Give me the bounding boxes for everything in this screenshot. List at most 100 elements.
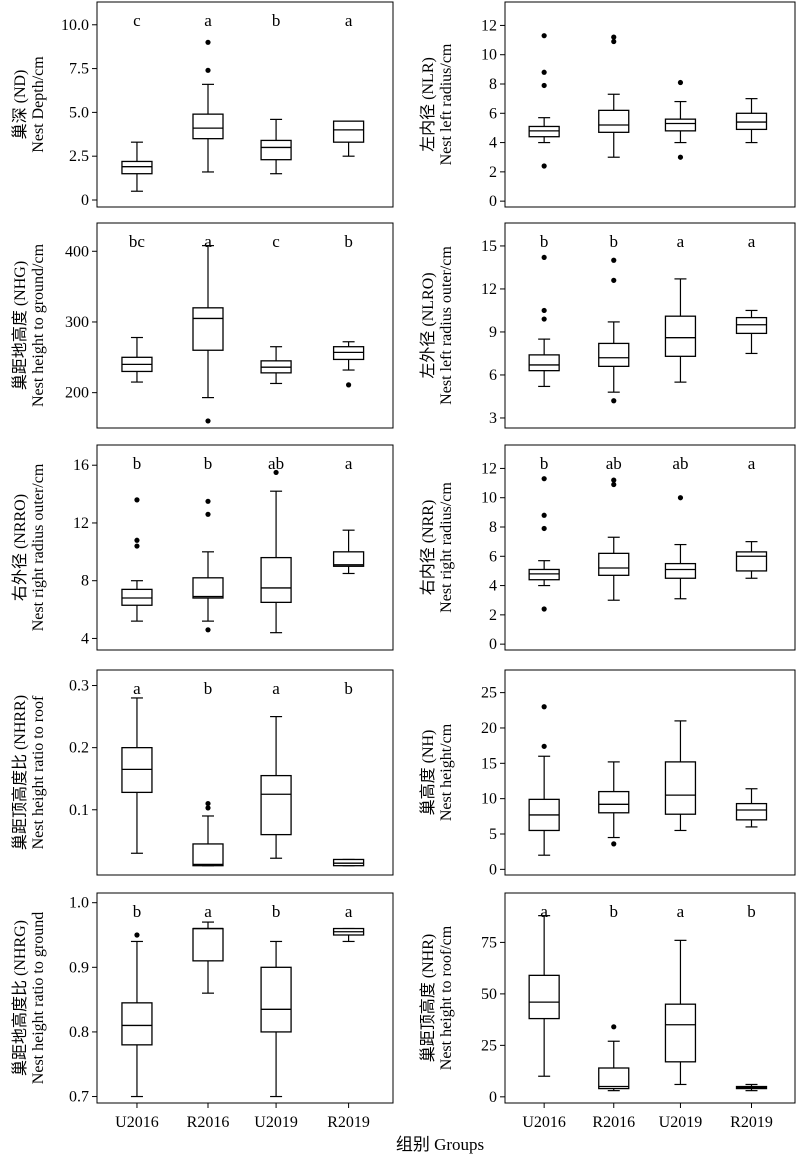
significance-letter: b	[272, 11, 281, 30]
outlier-point	[205, 498, 211, 504]
significance-letter: b	[540, 454, 549, 473]
y-tick-label: 15	[481, 755, 497, 772]
box-iqr	[735, 551, 768, 572]
chart-panel: 0 5 10 15 20 25 巢高度 (NH) Nest height/cm	[419, 669, 796, 878]
outlier-point	[205, 627, 211, 633]
box-R2016	[598, 761, 630, 847]
box-R2016: b	[192, 679, 224, 867]
y-axis-label-en: Nest right radius/cm	[438, 482, 455, 613]
y-tick-label: 16	[73, 457, 89, 474]
y-tick-label: 9	[489, 324, 497, 341]
outlier-point	[134, 932, 140, 938]
box-U2016: b	[121, 454, 153, 622]
y-tick-label: 50	[481, 986, 497, 1003]
y-tick-label: 0	[489, 861, 497, 878]
plot-frame	[504, 444, 796, 651]
significance-letter: ab	[268, 454, 284, 473]
outlier-point	[205, 800, 211, 807]
box-R2019: a	[332, 11, 365, 157]
outlier-point	[611, 277, 617, 283]
chart-panel: 200 300 400 巢距地高度 (NHG) Nest height to groun…	[11, 222, 394, 429]
box-R2019: a	[735, 232, 768, 355]
outlier-point	[541, 476, 547, 482]
outlier-point	[541, 704, 547, 710]
plot-frame	[504, 892, 796, 1104]
box-U2019	[664, 720, 697, 832]
significance-letter: bc	[129, 232, 146, 251]
y-tick-label: 1.0	[69, 895, 89, 912]
outlier-point	[611, 38, 617, 45]
y-axis-label-cn: 巢高度 (NH)	[419, 730, 437, 816]
y-axis-label-en: Nest height ratio to ground	[30, 912, 47, 1084]
box-U2016: a	[121, 679, 153, 854]
box-iqr	[528, 974, 560, 1020]
box-iqr	[332, 120, 365, 143]
y-tick-label: 10	[481, 490, 497, 507]
y-axis-label-en: Nest height to roof/cm	[438, 925, 455, 1070]
significance-letter: c	[133, 11, 141, 30]
significance-letter: a	[345, 11, 353, 30]
significance-letter: a	[272, 679, 280, 698]
plot-frame	[96, 222, 394, 429]
box-iqr	[121, 160, 153, 175]
box-iqr	[664, 118, 697, 132]
y-tick-label: 7.5	[69, 61, 89, 78]
y-tick-label: 400	[65, 243, 89, 260]
outlier-point	[205, 39, 211, 45]
box-R2019: a	[332, 454, 365, 575]
outlier-point	[611, 477, 617, 483]
box-U2016	[528, 33, 560, 169]
y-tick-label: 12	[481, 281, 497, 298]
box-iqr	[735, 112, 768, 131]
y-tick-label: 0	[489, 636, 497, 653]
box-iqr	[192, 113, 224, 140]
outlier-point	[611, 257, 617, 263]
x-tick-label: U2019	[659, 1114, 703, 1131]
significance-letter: b	[133, 902, 142, 921]
y-axis-label-en: Nest height/cm	[438, 723, 455, 821]
y-tick-label: 10.0	[61, 17, 89, 34]
box-U2016: b	[528, 454, 560, 612]
y-axis-label-en: Nest Depth/cm	[30, 56, 47, 153]
y-tick-label: 8	[489, 76, 497, 93]
y-axis-label-cn: 巢距顶高度 (NHR)	[419, 934, 437, 1062]
chart-panel: 4 8 12 16 右外径 (NRRO) Nest right radius outer/…	[11, 444, 394, 651]
y-tick-label: 8	[81, 573, 89, 590]
y-tick-label: 300	[65, 314, 89, 331]
chart-panel: 0 2.5 5.0 7.5 10.0 巢深 (ND) Nest Depth/cm c a b a	[11, 1, 394, 209]
y-axis-label-cn: 左内径 (NLR)	[419, 57, 437, 152]
box-iqr	[260, 139, 292, 161]
box-U2019: c	[260, 232, 292, 385]
box-U2016: c	[121, 11, 153, 192]
chart-panel: 0 2 4 6 8 10 12 左内径 (NLR) Nest left radius/cm	[419, 1, 796, 210]
x-tick-label: R2019	[730, 1114, 773, 1131]
outlier-point	[541, 512, 547, 518]
plot-frame	[96, 1, 394, 208]
significance-letter: a	[677, 232, 685, 251]
y-tick-label: 0	[489, 1089, 497, 1106]
y-tick-label: 8	[489, 519, 497, 536]
y-tick-label: 6	[489, 367, 497, 384]
y-axis-label-cn: 巢距地高度 (NHG)	[11, 261, 29, 390]
y-tick-label: 0.9	[69, 959, 89, 976]
box-R2016: ab	[598, 454, 630, 601]
box-U2019: ab	[260, 454, 292, 634]
outlier-point	[205, 511, 211, 517]
y-tick-label: 25	[481, 685, 497, 702]
significance-letter: a	[133, 679, 141, 698]
box-iqr	[121, 1002, 153, 1046]
y-tick-label: 2.5	[69, 148, 89, 165]
outlier-point	[611, 1024, 617, 1030]
box-iqr	[528, 354, 560, 372]
y-tick-label: 4	[489, 135, 497, 152]
outlier-point	[541, 163, 547, 169]
y-axis-label-cn: 右外径 (NRRO)	[11, 494, 29, 601]
y-tick-label: 12	[481, 17, 497, 34]
box-R2016	[598, 34, 630, 158]
box-U2019: a	[664, 902, 697, 1086]
y-axis-label-cn: 右内径 (NRR)	[419, 500, 437, 596]
significance-letter: ab	[672, 454, 688, 473]
box-iqr	[121, 588, 153, 606]
box-U2019: ab	[664, 454, 697, 600]
